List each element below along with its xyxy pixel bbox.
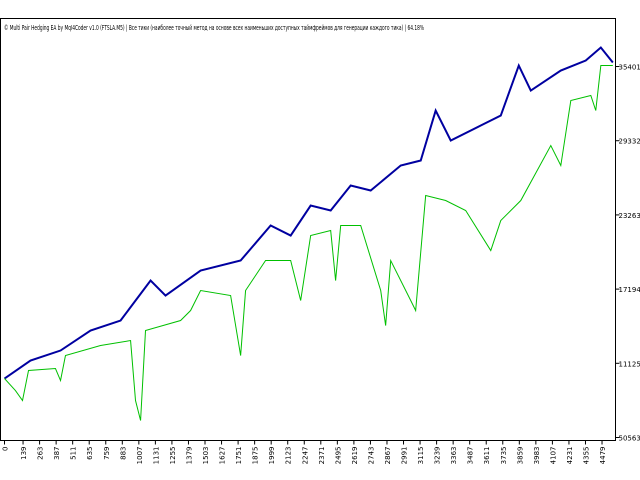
x-tick-label: 2123	[285, 447, 293, 465]
x-tick-label: 3487	[467, 447, 475, 465]
x-tick-label: 2495	[334, 447, 342, 465]
x-tick-label: 4355	[582, 447, 590, 465]
x-tick-label: 2619	[351, 447, 359, 465]
x-tick-label: 3611	[483, 447, 491, 465]
y-tick-label: 111253	[619, 360, 640, 368]
x-tick-label: 2371	[318, 447, 326, 465]
x-tick-label: 3363	[450, 447, 458, 465]
series-line	[3, 46, 614, 380]
x-tick-label: 3735	[500, 446, 508, 464]
x-tick-label: 263	[37, 447, 45, 460]
x-tick-label: 3983	[533, 447, 541, 465]
x-tick-label: 139	[20, 447, 28, 460]
x-tick-label: 1503	[202, 447, 210, 465]
x-tick-label: 3239	[434, 447, 442, 465]
x-tick-label: 4231	[566, 447, 574, 465]
x-tick-label: 1751	[235, 447, 243, 465]
x-tick-label: 2867	[384, 447, 392, 465]
plot-frame	[0, 18, 616, 441]
x-tick-label: 883	[119, 447, 127, 460]
x-tick-label: 4479	[599, 447, 607, 465]
x-tick-label: 635	[86, 447, 94, 460]
y-tick-label: 50563	[619, 434, 640, 442]
chart-title: © Multi Pair Hedging EA by MqI4Coder v1.…	[4, 24, 424, 32]
y-tick-label: 293324	[619, 138, 640, 146]
x-tick-label: 1131	[152, 447, 160, 465]
x-tick-label: 1379	[185, 447, 193, 465]
x-tick-label: 2247	[301, 447, 309, 465]
y-tick-label: 354014	[619, 64, 640, 72]
x-tick-label: 3859	[516, 447, 524, 465]
x-tick-label: 1999	[268, 447, 276, 465]
x-tick-label: 3115	[417, 447, 425, 465]
x-tick-label: 2743	[367, 447, 375, 465]
x-tick-label: 1875	[252, 447, 260, 465]
x-tick-label: 0	[2, 447, 10, 451]
x-tick-label: 387	[53, 447, 61, 460]
x-tick-label: 511	[70, 447, 78, 460]
x-tick-label: 759	[103, 447, 111, 460]
y-tick-label: 171943	[619, 286, 640, 294]
series-line	[4, 65, 613, 421]
x-tick-label: 1007	[136, 447, 144, 465]
x-tick-label: 1255	[169, 447, 177, 465]
y-tick-label: 232634	[619, 212, 640, 220]
x-tick-label: 1627	[219, 447, 227, 465]
x-tick-label: 2991	[401, 447, 409, 465]
x-tick-label: 4107	[549, 447, 557, 465]
